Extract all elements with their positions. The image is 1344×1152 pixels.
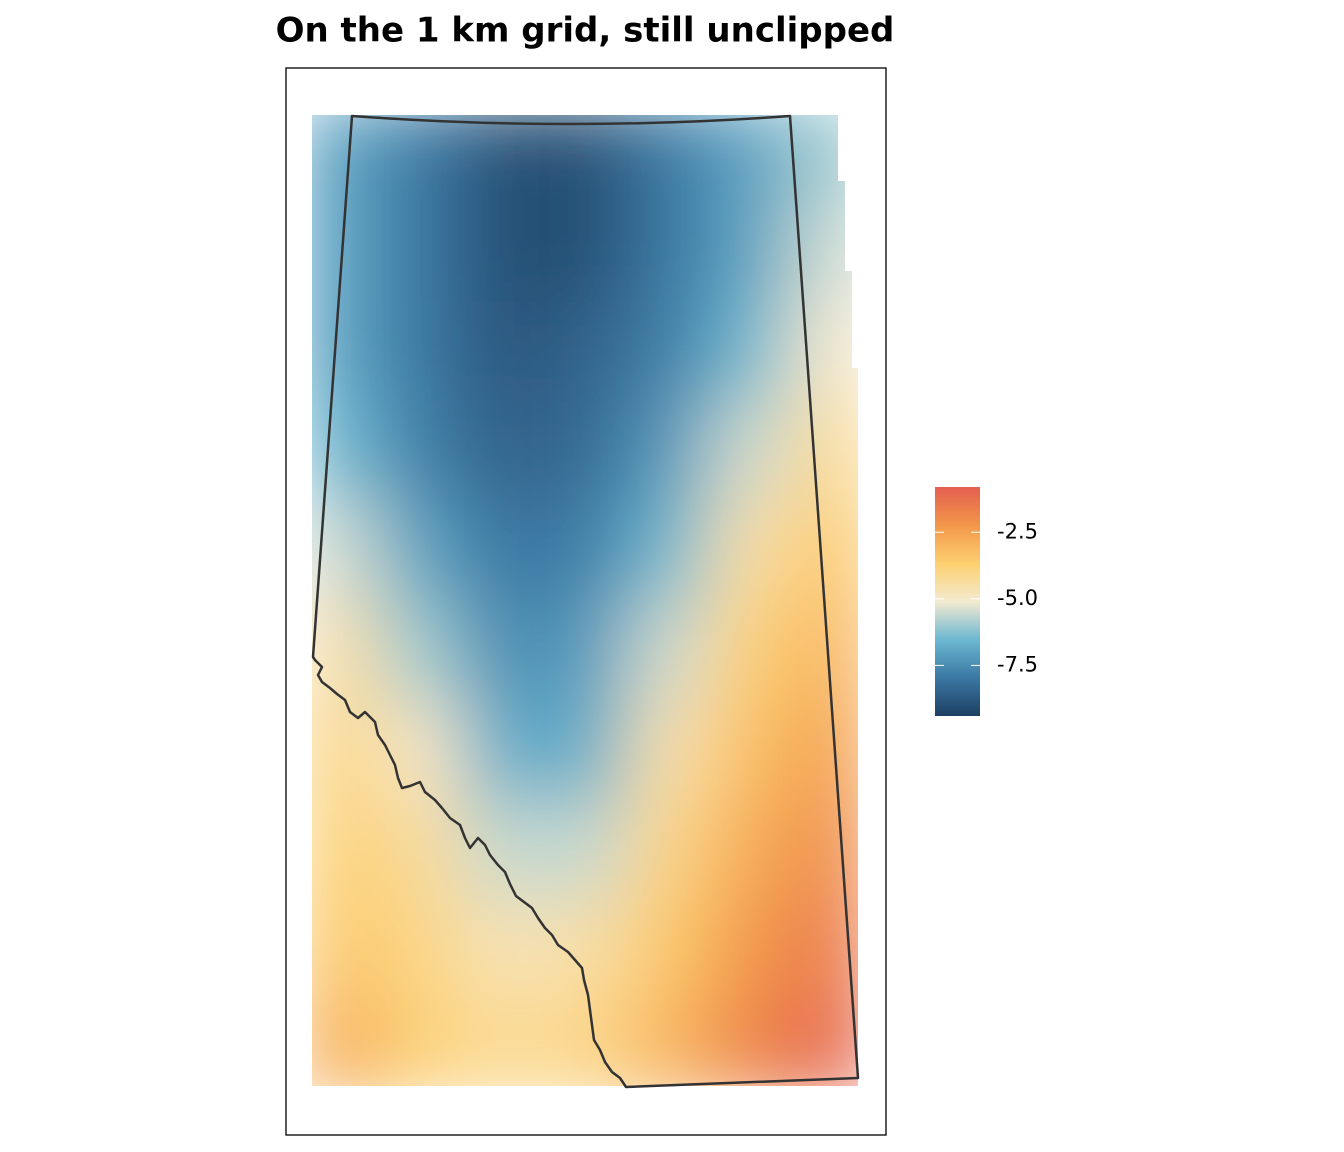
colorbar-tick-label: -5.0 xyxy=(997,586,1038,610)
raster-cell xyxy=(462,302,545,402)
chart-title: On the 1 km grid, still unclipped xyxy=(276,11,895,51)
raster-cell xyxy=(462,600,545,701)
raster-cell xyxy=(462,799,545,900)
raster-cell xyxy=(462,899,545,999)
raster-cell xyxy=(625,302,708,402)
raster-cell xyxy=(625,401,708,502)
raster-cell xyxy=(381,998,464,1086)
raster-cell xyxy=(544,600,627,701)
raster-cell xyxy=(788,998,858,1086)
raster-cell xyxy=(544,202,627,303)
raster-cell xyxy=(625,115,708,203)
raster-cell xyxy=(788,401,858,502)
raster-cell xyxy=(707,115,790,203)
raster-cell xyxy=(312,401,382,502)
raster-cell xyxy=(788,700,858,800)
raster-cell xyxy=(707,600,790,701)
raster-cell xyxy=(381,302,464,402)
raster-cell xyxy=(544,998,627,1086)
raster-cell xyxy=(312,302,382,402)
raster-cell xyxy=(788,115,858,203)
raster-cell xyxy=(381,501,464,601)
colorbar-tick-label: -7.5 xyxy=(997,652,1038,676)
raster-cell xyxy=(707,799,790,900)
raster-clip xyxy=(312,115,858,1086)
colorbar xyxy=(935,487,980,716)
raster-cell xyxy=(788,799,858,900)
raster-cell xyxy=(707,202,790,303)
raster-cell xyxy=(544,401,627,502)
raster-cell xyxy=(625,501,708,601)
raster-cell xyxy=(462,401,545,502)
raster-cell xyxy=(544,799,627,900)
raster-cell xyxy=(707,401,790,502)
raster-cell xyxy=(462,115,545,203)
raster-cell xyxy=(462,998,545,1086)
raster-cell xyxy=(544,115,627,203)
raster-cell xyxy=(381,600,464,701)
raster-cell xyxy=(462,501,545,601)
raster-cell xyxy=(707,998,790,1086)
raster-cell xyxy=(707,700,790,800)
raster-cell xyxy=(544,302,627,402)
raster-cell xyxy=(462,202,545,303)
raster xyxy=(312,115,858,1086)
raster-cell xyxy=(381,115,464,203)
raster-cell xyxy=(625,799,708,900)
raster-cell xyxy=(381,799,464,900)
raster-cell xyxy=(312,998,382,1086)
raster-cell xyxy=(312,799,382,900)
panel-border xyxy=(285,67,887,1136)
raster-cell xyxy=(788,501,858,601)
raster-cell xyxy=(788,600,858,701)
raster-cell xyxy=(312,202,382,303)
raster-cell xyxy=(788,302,858,402)
boundary-outline xyxy=(311,114,860,1089)
raster-cell xyxy=(312,501,382,601)
raster-cell xyxy=(788,899,858,999)
raster-cell xyxy=(707,302,790,402)
raster-cell xyxy=(381,899,464,999)
raster-cell xyxy=(462,700,545,800)
raster-cell xyxy=(544,700,627,800)
raster-cell xyxy=(625,899,708,999)
raster-cell xyxy=(381,700,464,800)
raster-cell xyxy=(625,998,708,1086)
raster-cell xyxy=(625,202,708,303)
raster-cell xyxy=(625,600,708,701)
colorbar-tick-label: -2.5 xyxy=(997,519,1038,543)
raster-cell xyxy=(381,401,464,502)
raster-cell xyxy=(312,899,382,999)
raster-cell xyxy=(707,899,790,999)
raster-cell xyxy=(625,700,708,800)
raster-cell xyxy=(707,501,790,601)
raster-cell xyxy=(381,202,464,303)
raster-cell xyxy=(544,501,627,601)
